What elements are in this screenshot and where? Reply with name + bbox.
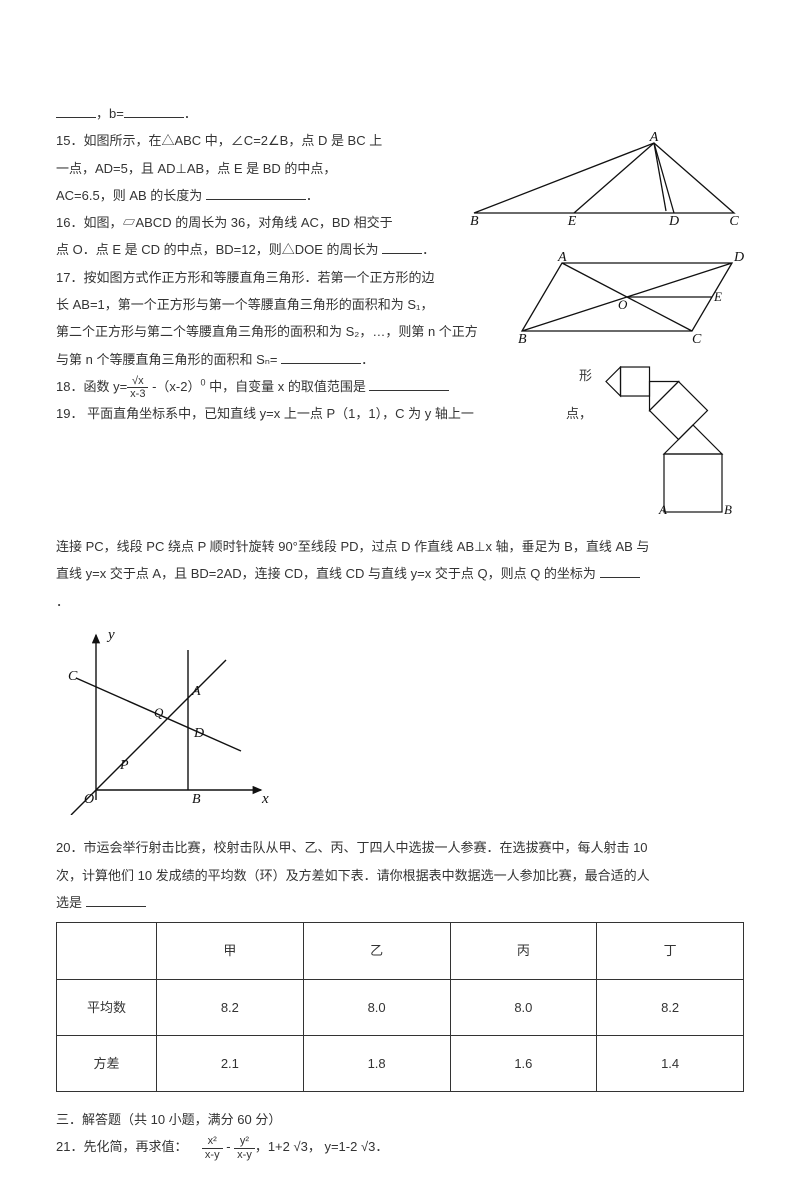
q20-l2: 次，计算他们 10 发成绩的平均数（环）及方差如下表．请你根据表中数据选一人参加… — [56, 862, 744, 889]
q19-l1-pre: 19． 平面直角坐标系中，已知直线 y=x 上一点 P（1，1），C 为 y 轴… — [56, 406, 474, 421]
q19-l2: 连接 PC，线段 PC 绕点 P 顺时针旋转 90°至线段 PD，过点 D 作直… — [56, 533, 744, 560]
cell: 2.1 — [157, 1035, 304, 1091]
lbl-D: D — [668, 214, 679, 227]
q18-frac: √xx-3 — [127, 375, 148, 400]
q20-table: 甲 乙 丙 丁 平均数 8.2 8.0 8.0 8.2 方差 2.1 1.8 1… — [56, 922, 744, 1092]
q21-frac1: x²x-y — [202, 1135, 223, 1160]
lbl19-B: B — [192, 792, 201, 807]
q18-num: √x — [127, 375, 148, 388]
q18-den: x-3 — [127, 388, 148, 400]
fig-q19: y x O C A Q D P B — [56, 625, 744, 824]
section-3-title: 三．解答题（共 10 小题，满分 60 分） — [56, 1106, 744, 1133]
q15-l3-pre: AC=6.5，则 AB 的长度为 — [56, 188, 206, 203]
row-mean-label: 平均数 — [57, 979, 157, 1035]
fig-q15: A B E D C — [464, 131, 744, 236]
lbl16-A: A — [557, 250, 567, 265]
q16-blank — [382, 241, 422, 254]
cell: 1.4 — [597, 1035, 744, 1091]
q18-pre: 18．函数 — [56, 379, 113, 394]
page: ，b=． A B E D C 15．如图所示，在△ABC 中，∠C=2∠B，点 … — [0, 0, 800, 1201]
q21: 21．先化简，再求值： x²x-y - y²x-y，1+2 √3， y=1-2 … — [56, 1133, 744, 1160]
lbl16-D: D — [733, 250, 744, 265]
th-yi: 乙 — [303, 923, 450, 979]
q14-blank1 — [56, 105, 96, 118]
q16-l2-post: ． — [422, 242, 435, 257]
fig-q17: A B — [604, 366, 744, 525]
q18-yeq: y= — [113, 379, 127, 394]
q18-mid: -（x-2） — [148, 379, 200, 394]
cell: 1.6 — [450, 1035, 597, 1091]
q21-f2n: y² — [234, 1135, 255, 1148]
q19-l4: ． — [56, 588, 744, 615]
q14-sep: ，b= — [96, 106, 124, 121]
fig-q16-svg: A D B C O E — [514, 249, 744, 345]
lbl17-B: B — [724, 502, 732, 516]
q17-l4-post: ． — [361, 352, 374, 367]
q15-blank — [206, 187, 306, 200]
q21-minus: - — [223, 1139, 235, 1154]
lbl-A: A — [649, 131, 659, 145]
lbl16-B: B — [518, 332, 527, 345]
lbl-E: E — [567, 214, 577, 227]
q16-l2-pre: 点 O．点 E 是 CD 的中点，BD=12，则△DOE 的周长为 — [56, 242, 382, 257]
lbl19-C: C — [68, 669, 78, 684]
th-bing: 丙 — [450, 923, 597, 979]
q19-blank — [600, 565, 640, 578]
q21-f1d: x-y — [202, 1149, 223, 1161]
q21-pre: 21．先化简，再求值： — [56, 1139, 187, 1154]
q14-line: ，b= ． — [56, 100, 744, 127]
lbl-C: C — [729, 214, 739, 227]
fig-q15-svg: A B E D C — [464, 131, 744, 227]
q14-blank2 — [124, 105, 184, 118]
cell: 1.8 — [303, 1035, 450, 1091]
th-blank — [57, 923, 157, 979]
q18-blank — [369, 378, 449, 391]
lbl19-y: y — [106, 627, 115, 643]
q17-l3-suffix: 形 — [579, 362, 592, 389]
fig-q19-svg: y x O C A Q D P B — [56, 625, 276, 815]
table-row: 平均数 8.2 8.0 8.0 8.2 — [57, 979, 744, 1035]
cell: 8.0 — [303, 979, 450, 1035]
th-ding: 丁 — [597, 923, 744, 979]
q21-f1n: x² — [202, 1135, 223, 1148]
lbl19-Q: Q — [154, 705, 164, 720]
q20-l3: 选是 — [56, 889, 744, 916]
lbl19-P: P — [119, 758, 129, 773]
lbl19-A: A — [191, 684, 201, 699]
q18-exp: 0 — [200, 378, 205, 388]
cell: 8.0 — [450, 979, 597, 1035]
q18-tail-pre: 中，自变量 x 的取值范围是 — [209, 379, 369, 394]
cell: 8.2 — [597, 979, 744, 1035]
q19-l1-suffix: 点， — [566, 400, 592, 427]
lbl19-D: D — [193, 726, 204, 741]
table-row: 甲 乙 丙 丁 — [57, 923, 744, 979]
q15-l3-post: ． — [306, 188, 319, 203]
th-jia: 甲 — [157, 923, 304, 979]
lbl16-C: C — [692, 332, 702, 345]
lbl16-O: O — [618, 297, 628, 312]
fig-q17-svg: A B — [604, 366, 744, 516]
q20-blank — [86, 894, 146, 907]
q20-l3-pre: 选是 — [56, 895, 86, 910]
lbl19-O: O — [84, 792, 94, 807]
lbl19-x: x — [261, 791, 269, 807]
lbl17-A: A — [658, 502, 667, 516]
q17-blank — [281, 351, 361, 364]
cell: 8.2 — [157, 979, 304, 1035]
lbl-B: B — [470, 214, 479, 227]
q19-l3-pre: 直线 y=x 交于点 A，且 BD=2AD，连接 CD，直线 CD 与直线 y=… — [56, 566, 600, 581]
lbl16-E: E — [713, 289, 722, 304]
q21-frac2: y²x-y — [234, 1135, 255, 1160]
q21-tail: ，1+2 √3， y=1-2 √3． — [255, 1139, 389, 1154]
q20-l1: 20．市运会举行射击比赛，校射击队从甲、乙、丙、丁四人中选拔一人参赛．在选拔赛中… — [56, 834, 744, 861]
fig-q16: A D B C O E — [514, 249, 744, 354]
table-row: 方差 2.1 1.8 1.6 1.4 — [57, 1035, 744, 1091]
q21-f2d: x-y — [234, 1149, 255, 1161]
q14-period: ． — [184, 106, 197, 121]
q17-l4-pre: 与第 n 个等腰直角三角形的面积和 Sₙ= — [56, 352, 281, 367]
q17-l3-pre: 第二个正方形与第二个等腰直角三角形的面积和为 S₂，…，则第 n 个正方 — [56, 324, 478, 339]
row-var-label: 方差 — [57, 1035, 157, 1091]
q19-l3: 直线 y=x 交于点 A，且 BD=2AD，连接 CD，直线 CD 与直线 y=… — [56, 560, 744, 587]
